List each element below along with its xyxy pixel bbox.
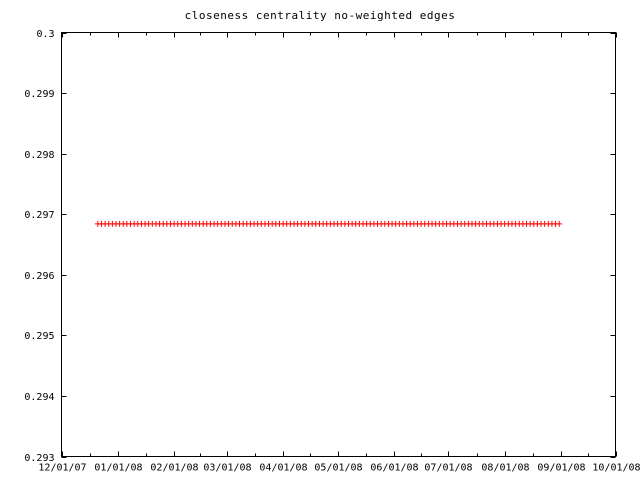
y-tick-label: 0.295 [24, 331, 54, 342]
x-tick-label: 05/01/08 [314, 463, 362, 474]
chart-title: closeness centrality no-weighted edges [184, 9, 456, 22]
x-tick-label: 02/01/08 [150, 463, 198, 474]
y-tick-label: 0.297 [24, 210, 54, 221]
y-tick-label: 0.293 [24, 453, 54, 464]
x-tick-label: 03/01/08 [203, 463, 251, 474]
x-tick-label: 06/01/08 [370, 463, 418, 474]
y-axis: 0.3 0.299 0.298 0.297 0.296 0.295 0.294 0.293 [24, 29, 616, 464]
data-series [94, 220, 563, 227]
x-tick-label: 01/01/08 [94, 463, 142, 474]
y-tick-label: 0.3 [36, 29, 54, 40]
x-tick-label: 08/01/08 [481, 463, 529, 474]
x-tick-label: 04/01/08 [259, 463, 307, 474]
y-tick-label: 0.294 [24, 392, 54, 403]
x-axis: 12/01/07 01/01/08 02/01/08 03/01/08 04/01/08… [38, 32, 640, 474]
x-tick-label: 10/01/08 [592, 463, 640, 474]
x-tick-label: 12/01/07 [38, 463, 86, 474]
data-point [556, 220, 563, 227]
plot-frame [61, 32, 616, 457]
y-tick-label: 0.298 [24, 150, 54, 161]
y-tick-label: 0.296 [24, 271, 54, 282]
y-tick-label: 0.299 [24, 89, 54, 100]
x-tick-label: 09/01/08 [537, 463, 585, 474]
x-tick-label: 07/01/08 [424, 463, 472, 474]
